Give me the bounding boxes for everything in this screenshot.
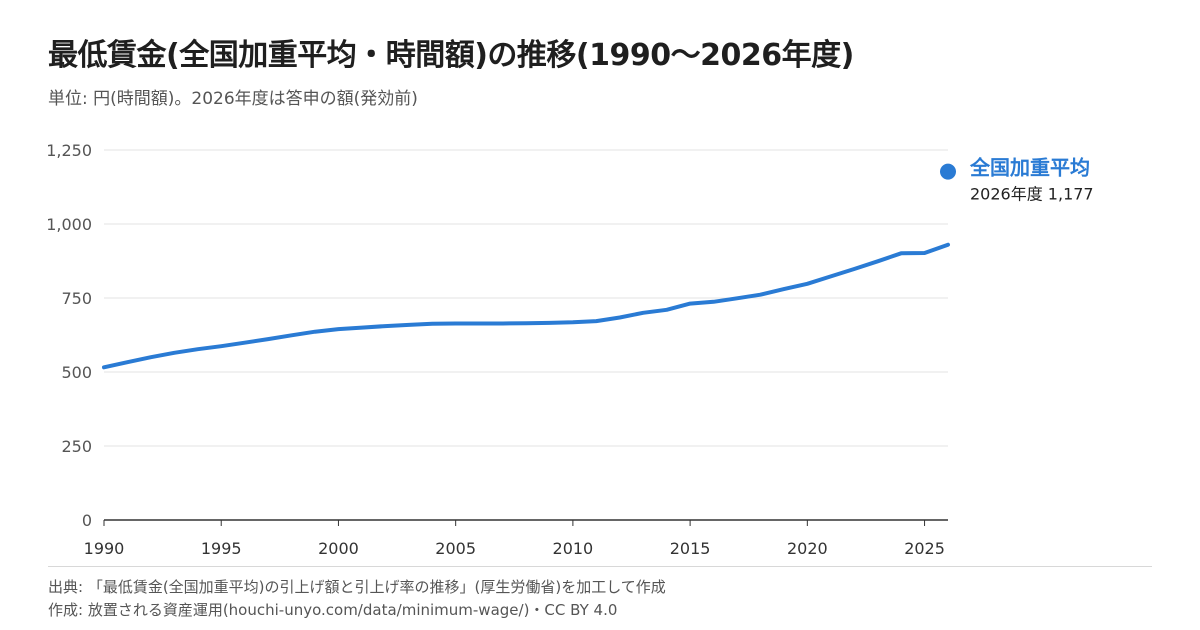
x-tick-label: 2000 [318,539,359,558]
endpoint-marker [940,163,956,180]
x-tick-label: 2010 [553,539,594,558]
source-note: 出典: 「最低賃金(全国加重平均)の引上げ額と引上げ率の推移」(厚生労働省)を加… [48,578,666,596]
footer-divider [48,566,1152,567]
credit-note: 作成: 放置される資産運用(houchi-unyo.com/data/minim… [48,601,618,619]
x-tick-label: 1990 [84,539,125,558]
x-tick-label: 1995 [201,539,242,558]
series-label: 全国加重平均 [969,156,1090,180]
y-tick-label: 1,000 [46,215,92,234]
endpoint-value-label: 2026年度 1,177 [970,185,1094,204]
x-tick-label: 2005 [435,539,476,558]
x-tick-label: 2015 [670,539,711,558]
x-tick-label: 2025 [904,539,945,558]
y-tick-label: 0 [82,511,92,530]
y-tick-label: 500 [61,363,92,382]
chart-title: 最低賃金(全国加重平均・時間額)の推移(1990〜2026年度) [48,38,854,73]
y-tick-label: 750 [61,289,92,308]
chart-subtitle: 単位: 円(時間額)。2026年度は答申の額(発効前) [48,89,418,109]
series-line-national-average [102,242,950,370]
x-tick-label: 2020 [787,539,828,558]
y-tick-label: 250 [61,437,92,456]
y-tick-label: 1,250 [46,141,92,160]
